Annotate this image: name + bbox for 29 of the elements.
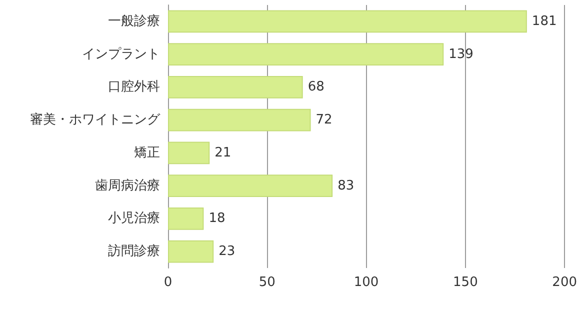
x-tick-label: 100 [354, 275, 379, 290]
data-label: 21 [214, 145, 232, 160]
data-label: 18 [208, 211, 226, 226]
x-tick-label: 150 [453, 275, 478, 290]
x-tick-label: 200 [552, 275, 578, 290]
y-tick-label: 訪問診療 [108, 244, 160, 260]
data-label: 181 [532, 14, 557, 29]
y-tick-label: 歯周病治療 [95, 178, 160, 194]
x-tick-label: 0 [164, 275, 172, 290]
data-label: 139 [448, 46, 474, 62]
y-tick-label: 矯正 [134, 145, 160, 160]
bar [168, 76, 303, 98]
y-tick-label: 一般診療 [108, 14, 160, 29]
y-tick-label: 審美・ホワイトニング [30, 112, 161, 128]
bar [168, 240, 214, 263]
data-label: 23 [218, 244, 236, 260]
bar [168, 174, 333, 197]
bar [168, 10, 527, 33]
bar [168, 43, 444, 66]
data-label: 83 [338, 178, 354, 194]
bar [168, 142, 210, 164]
x-tick-label: 50 [258, 275, 276, 290]
data-label: 68 [308, 80, 324, 95]
data-label: 72 [316, 112, 332, 128]
y-tick-label: インプラント [82, 46, 160, 62]
y-tick-label: 小児治療 [108, 211, 160, 226]
bar [168, 108, 311, 132]
bar [168, 208, 204, 230]
y-tick-label: 口腔外科 [108, 80, 160, 95]
